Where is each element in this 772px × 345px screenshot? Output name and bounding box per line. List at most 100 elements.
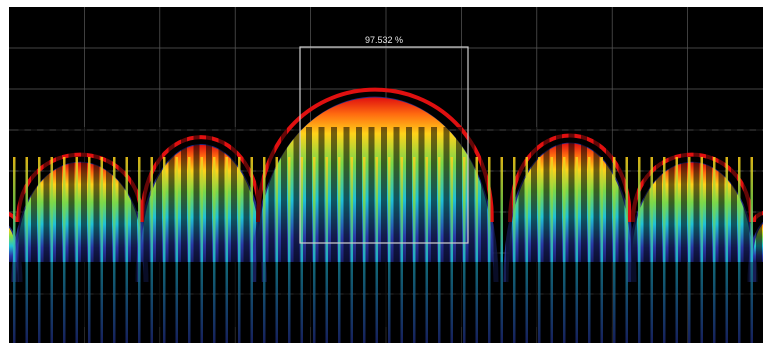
- spectral-line: [513, 157, 516, 343]
- comb-gap: [643, 127, 650, 327]
- comb-gap: [268, 127, 275, 327]
- spectral-line: [688, 157, 691, 343]
- comb-gap: [581, 127, 587, 327]
- comb-gap: [331, 127, 337, 327]
- comb-gap: [743, 127, 750, 327]
- comb-gap: [181, 127, 187, 327]
- spectral-line: [438, 157, 441, 343]
- comb-gap: [668, 127, 675, 327]
- spectrum-trace: [9, 87, 763, 343]
- comb-gap: [156, 127, 162, 327]
- measurement-box[interactable]: 97.532 %: [299, 35, 469, 244]
- spectral-line: [100, 157, 103, 343]
- comb-gap: [681, 127, 687, 327]
- comb-gap: [493, 127, 500, 327]
- spectral-line: [675, 157, 678, 343]
- spectrum-density-plot[interactable]: 97.532 %: [9, 7, 763, 343]
- spectral-line: [425, 157, 428, 343]
- spectral-line: [238, 157, 241, 343]
- spectral-line: [125, 157, 128, 343]
- measurement-value-label: 97.532 %: [365, 35, 403, 45]
- comb-gap: [56, 127, 62, 327]
- comb-gap: [518, 127, 525, 327]
- spectral-line: [563, 157, 566, 343]
- spectral-line: [625, 157, 628, 343]
- spectral-line: [375, 157, 378, 343]
- spectral-line: [725, 157, 728, 343]
- spectral-line: [463, 157, 466, 343]
- measurement-box-outline[interactable]: [299, 46, 469, 244]
- spectral-line: [450, 157, 453, 343]
- spectral-line: [488, 157, 491, 343]
- comb-gap: [593, 127, 600, 327]
- comb-gap: [106, 127, 112, 327]
- comb-gap: [443, 127, 450, 327]
- comb-gap: [293, 127, 300, 327]
- spectral-line: [188, 157, 191, 343]
- trace-peak-rim: [752, 211, 763, 223]
- spectral-line: [38, 157, 41, 343]
- comb-gap: [343, 127, 350, 327]
- spectral-line: [63, 157, 66, 343]
- spectral-line: [25, 157, 28, 343]
- spectral-line: [300, 157, 303, 343]
- comb-gap: [631, 127, 637, 327]
- spectral-line: [163, 157, 166, 343]
- comb-gap: [456, 127, 462, 327]
- comb-gap: [381, 127, 387, 327]
- noise-floor: [9, 262, 763, 343]
- spectral-line: [750, 157, 753, 343]
- comb-gap: [393, 127, 400, 327]
- comb-gap: [481, 127, 487, 327]
- comb-gap: [606, 127, 612, 327]
- comb-gap: [368, 127, 375, 327]
- comb-gap: [693, 127, 700, 327]
- comb-gap: [356, 127, 362, 327]
- comb-gap: [506, 127, 512, 327]
- comb-gap: [31, 127, 37, 327]
- spectral-line: [263, 157, 266, 343]
- comb-gap: [131, 127, 137, 327]
- spectral-line: [150, 157, 153, 343]
- comb-gap: [243, 127, 250, 327]
- comb-gap: [93, 127, 100, 327]
- comb-gap: [618, 127, 625, 327]
- comb-gap: [718, 127, 725, 327]
- spectral-line: [350, 157, 353, 343]
- spectral-line: [588, 157, 591, 343]
- spectral-line: [500, 157, 503, 343]
- comb-gap: [18, 127, 25, 327]
- spectrum-display[interactable]: 97.532 %: [9, 7, 763, 343]
- comb-gap: [43, 127, 50, 327]
- comb-gap: [468, 127, 475, 327]
- spectral-line: [538, 157, 541, 343]
- comb-gap: [706, 127, 712, 327]
- comb-gap: [206, 127, 212, 327]
- comb-gap: [143, 127, 150, 327]
- spectral-line: [713, 157, 716, 343]
- comb-gap: [418, 127, 425, 327]
- comb-gap: [756, 127, 762, 327]
- spectral-line: [600, 157, 603, 343]
- comb-gap: [193, 127, 200, 327]
- comb-gap: [81, 127, 87, 327]
- spectral-line: [13, 157, 16, 343]
- spectral-line: [363, 157, 366, 343]
- spectral-line: [575, 157, 578, 343]
- spectral-line: [338, 157, 341, 343]
- spectral-line: [325, 157, 328, 343]
- comb-gap: [543, 127, 550, 327]
- spectral-line: [113, 157, 116, 343]
- comb-gap: [531, 127, 537, 327]
- comb-gap: [568, 127, 575, 327]
- spectral-line: [275, 157, 278, 343]
- comb-gap: [656, 127, 662, 327]
- spectral-line: [225, 157, 228, 343]
- comb-gap: [318, 127, 325, 327]
- spectral-line: [650, 157, 653, 343]
- comb-gap: [231, 127, 237, 327]
- comb-gap: [431, 127, 437, 327]
- spectral-line: [313, 157, 316, 343]
- spectral-line: [613, 157, 616, 343]
